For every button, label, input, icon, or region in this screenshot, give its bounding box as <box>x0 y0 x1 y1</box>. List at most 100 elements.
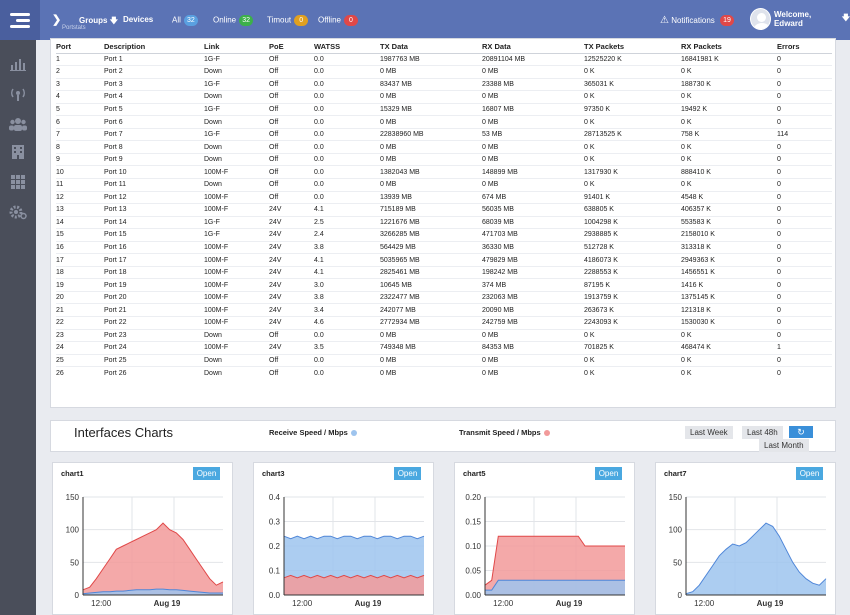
open-chart-button[interactable]: Open <box>796 467 823 480</box>
table-row[interactable]: 12 Port 12 100M-F Off 0.0 13939 MB 674 MB 91401… <box>56 190 832 204</box>
table-row[interactable]: 24 Port 24 100M-F 24V 3.5 749348 MB 84353 MB 70… <box>56 341 832 355</box>
table-cell: 701825 K <box>584 341 681 355</box>
open-chart-button[interactable]: Open <box>193 467 220 480</box>
table-row[interactable]: 20 Port 20 100M-F 24V 3.8 2322477 MB 232063 MB… <box>56 290 832 304</box>
table-cell: 24 <box>56 341 104 355</box>
notifications-button[interactable]: ⚠ Notifications 19 <box>660 15 735 27</box>
table-cell: 100M-F <box>204 165 269 179</box>
table-cell: 715189 MB <box>380 203 482 217</box>
table-cell: 1456551 K <box>681 265 777 279</box>
table-cell: Port 16 <box>104 240 204 254</box>
refresh-button[interactable]: ↻ <box>789 426 813 438</box>
series-area <box>485 580 625 595</box>
table-cell: 0.0 <box>314 115 380 129</box>
receive-dot <box>350 430 357 437</box>
column-header[interactable]: Port <box>56 41 104 54</box>
last-48h-button[interactable]: Last 48h <box>742 426 783 439</box>
table-cell: 0 K <box>681 328 777 342</box>
table-row[interactable]: 17 Port 17 100M-F 24V 4.1 5035965 MB 479829 MB… <box>56 253 832 267</box>
table-row[interactable]: 19 Port 19 100M-F 24V 3.0 10645 MB 374 MB 87195… <box>56 278 832 292</box>
table-cell: 5 <box>56 102 104 116</box>
table-row[interactable]: 7 Port 7 1G-F Off 0.0 22838960 MB 53 MB 2871352… <box>56 127 832 141</box>
groups-menu[interactable]: Groups 🡇 <box>79 16 118 25</box>
last-month-button[interactable]: Last Month <box>759 439 809 452</box>
table-row[interactable]: 3 Port 3 1G-F Off 0.0 83437 MB 23388 MB 365031 … <box>56 77 832 91</box>
column-header[interactable]: RX Data <box>482 41 584 54</box>
table-cell: 0 <box>777 228 832 242</box>
table-cell: Port 7 <box>104 127 204 141</box>
wireless-icon[interactable] <box>9 86 27 102</box>
y-tick-label: 50 <box>673 558 682 567</box>
table-cell: 91401 K <box>584 190 681 204</box>
table-cell: 0.0 <box>314 127 380 141</box>
table-cell: 1G-F <box>204 127 269 141</box>
column-header[interactable]: Link <box>204 41 269 54</box>
table-row[interactable]: 16 Port 16 100M-F 24V 3.8 564429 MB 36330 MB 51… <box>56 240 832 254</box>
table-cell: 188730 K <box>681 77 777 91</box>
table-cell: 0.0 <box>314 152 380 166</box>
table-row[interactable]: 13 Port 13 100M-F 24V 4.1 715189 MB 56035 MB 63… <box>56 203 832 217</box>
user-menu[interactable]: Welcome, Edward 🡇 <box>750 8 850 30</box>
table-row[interactable]: 22 Port 22 100M-F 24V 4.6 2772934 MB 242759 MB… <box>56 316 832 330</box>
x-tick-label: 12:00 <box>292 599 313 608</box>
table-cell: 23 <box>56 328 104 342</box>
status-offline[interactable]: Offline 0 <box>318 15 358 26</box>
table-row[interactable]: 5 Port 5 1G-F Off 0.0 15329 MB 16807 MB 97350 K… <box>56 102 832 116</box>
chevron-right-icon[interactable]: ❯ <box>52 14 62 26</box>
table-cell: 13 <box>56 203 104 217</box>
table-cell: 0.0 <box>314 177 380 192</box>
table-cell: 3.4 <box>314 303 380 317</box>
chart-icon[interactable] <box>9 56 27 72</box>
status-badge: 0 <box>343 15 358 26</box>
table-cell: Down <box>204 152 269 166</box>
y-tick-label: 0.20 <box>465 493 481 502</box>
table-cell: 0 <box>777 102 832 116</box>
devices-menu[interactable]: Devices <box>123 15 154 24</box>
column-header[interactable]: RX Packets <box>681 41 777 54</box>
table-cell: 0 MB <box>380 328 482 342</box>
y-tick-label: 0.4 <box>269 493 281 502</box>
column-header[interactable]: Errors <box>777 41 832 54</box>
column-header[interactable]: WATSS <box>314 41 380 54</box>
column-header[interactable]: TX Packets <box>584 41 681 54</box>
app-logo[interactable] <box>0 0 40 40</box>
users-icon[interactable] <box>9 116 27 132</box>
table-cell: 2288553 K <box>584 265 681 279</box>
building-icon[interactable] <box>9 144 27 160</box>
table-row[interactable]: 21 Port 21 100M-F 24V 3.4 242077 MB 20090 MB 26… <box>56 303 832 317</box>
column-header[interactable]: TX Data <box>380 41 482 54</box>
status-all[interactable]: All 32 <box>172 15 198 26</box>
y-tick-label: 0.05 <box>465 567 481 576</box>
table-cell: 0 K <box>681 65 777 79</box>
table-cell: 0 <box>777 215 832 229</box>
open-chart-button[interactable]: Open <box>394 467 421 480</box>
column-header[interactable]: PoE <box>269 41 314 54</box>
table-row[interactable]: 1 Port 1 1G-F Off 0.0 1987763 MB 20891104 MB 12… <box>56 52 832 66</box>
settings-icon[interactable] <box>9 204 27 220</box>
table-row[interactable]: 18 Port 18 100M-F 24V 4.1 2825461 MB 198242 MB… <box>56 265 832 279</box>
x-tick-label: 12:00 <box>91 599 112 608</box>
table-cell: 553583 K <box>681 215 777 229</box>
grid-icon[interactable] <box>9 174 27 190</box>
table-cell: 0 <box>777 65 832 79</box>
table-cell: 5035965 MB <box>380 253 482 267</box>
status-timeout[interactable]: Timout 0 <box>267 15 309 26</box>
column-header[interactable]: Description <box>104 41 204 54</box>
table-cell: Off <box>269 102 314 116</box>
open-chart-button[interactable]: Open <box>595 467 622 480</box>
last-week-button[interactable]: Last Week <box>685 426 733 439</box>
table-row[interactable]: 15 Port 15 1G-F 24V 2.4 3266285 MB 471703 MB 29… <box>56 228 832 242</box>
table-row[interactable]: 10 Port 10 100M-F Off 0.0 1382043 MB 148899 MB… <box>56 165 832 179</box>
status-online[interactable]: Online 32 <box>213 15 254 26</box>
x-tick-label: Aug 19 <box>556 599 583 608</box>
table-row[interactable]: 14 Port 14 1G-F 24V 2.5 1221676 MB 68039 MB 100… <box>56 215 832 229</box>
